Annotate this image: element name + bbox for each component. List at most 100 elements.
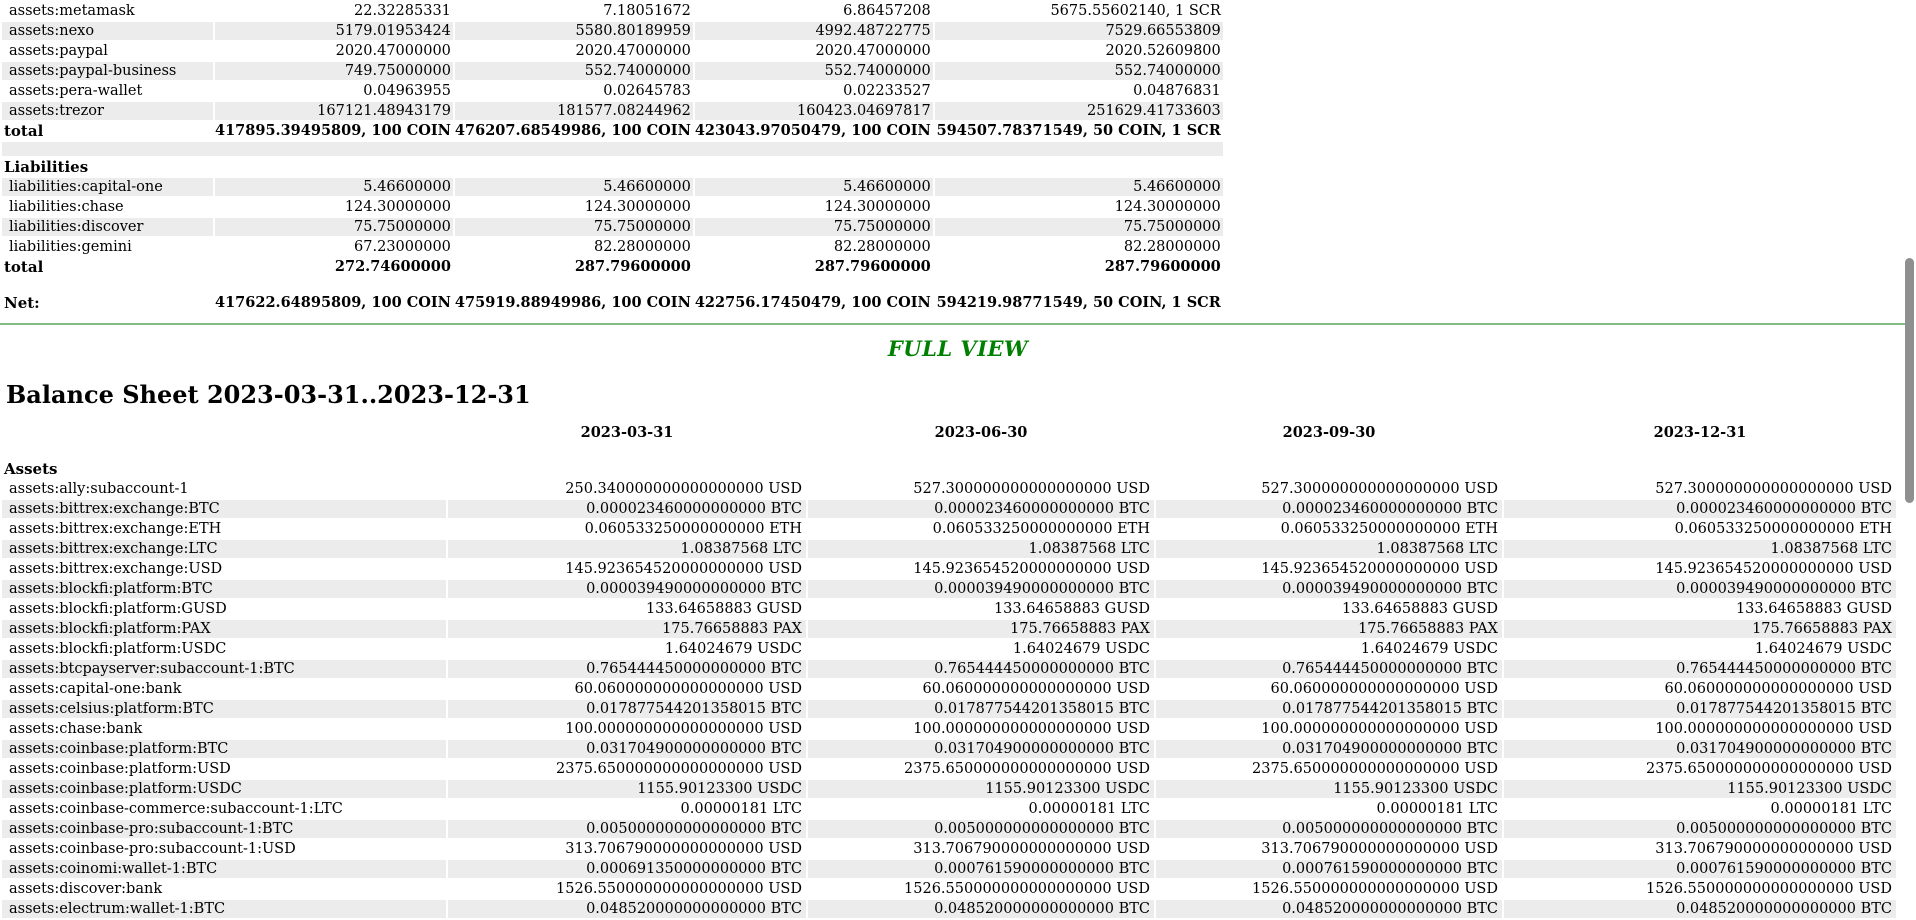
table-row: assets:btcpayserver:subaccount-1:BTC 0.76… (2, 660, 1896, 678)
amount-cell: 0.765444450000000000 BTC (808, 660, 1154, 678)
account-name-cell: assets:blockfi:platform:PAX (2, 620, 446, 638)
amount-cell: 0.000023460000000000 BTC (1156, 500, 1502, 518)
amount-cell: 1.64024679 USDC (1012, 641, 1150, 657)
account-name-cell: liabilities:gemini (9, 239, 132, 255)
amount-cell: 133.64658883 GUSD (1341, 601, 1498, 617)
amount-cell: 1.64024679 USDC (664, 641, 802, 657)
amount-cell: 82.28000000 (1123, 239, 1221, 255)
column-header-cell: 2023-12-31 (1653, 424, 1747, 441)
amount-cell: 527.300000000000000000 USD (1655, 481, 1892, 497)
amount-cell: 1526.550000000000000000 USD (556, 881, 802, 897)
section-divider (0, 323, 1905, 325)
table-row: Assets (2, 460, 1896, 478)
table-row: assets:bittrex:exchange:USD 145.923654520… (2, 560, 1896, 578)
table-row (2, 142, 1223, 156)
table-row: assets:pera-wallet 0.04963955 0.02645783 0.… (2, 82, 1223, 100)
amount-cell: 0.04963955 (363, 83, 451, 99)
amount-cell: 1.64024679 USDC (1754, 641, 1892, 657)
account-name-cell: assets:blockfi:platform:GUSD (9, 601, 227, 617)
total-label-cell: total (4, 258, 44, 276)
amount-cell: 0.000761590000000000 BTC (1504, 860, 1896, 878)
amount-cell: 1155.90123300 USDC (448, 780, 806, 798)
amount-cell: 0.000761590000000000 BTC (1156, 860, 1502, 878)
amount-cell: 133.64658883 GUSD (645, 601, 802, 617)
account-name-cell: assets:btcpayserver:subaccount-1:BTC (2, 660, 446, 678)
amount-cell: 0.060533250000000000 ETH (1280, 521, 1498, 537)
amount-cell: 5580.80189959 (454, 22, 693, 40)
amount-cell: 527.300000000000000000 USD (913, 481, 1150, 497)
amount-cell: 0.000039490000000000 BTC (448, 580, 806, 598)
table-row: liabilities:capital-one 5.46600000 5.46600… (2, 178, 1223, 196)
total-amount-cell: 594219.98771549, 50 COIN, 1 SCR (936, 294, 1221, 311)
amount-cell: 0.060533250000000000 ETH (932, 521, 1150, 537)
amount-cell: 75.75000000 (694, 218, 933, 236)
amount-cell: 7.18051672 (603, 3, 691, 19)
amount-cell: 145.923654520000000000 USD (565, 561, 802, 577)
amount-cell: 0.031704900000000000 BTC (1504, 740, 1896, 758)
account-name-cell: liabilities:discover (2, 218, 213, 236)
liabilities-section-label: Liabilities (4, 158, 89, 176)
table-row: assets:coinbase:platform:USD 2375.6500000… (2, 760, 1896, 778)
amount-cell: 1.08387568 LTC (808, 540, 1154, 558)
amount-cell: 145.923654520000000000 USD (913, 561, 1150, 577)
amount-cell: 5.46600000 (454, 178, 693, 196)
total-amount-cell: 272.74600000 (334, 258, 451, 275)
amount-cell: 2375.650000000000000000 USD (904, 761, 1150, 777)
account-name-cell: assets:coinbase:platform:USDC (2, 780, 446, 798)
table-row: assets:coinbase-pro:subaccount-1:BTC 0.00… (2, 820, 1896, 838)
account-name-cell: liabilities:chase (9, 199, 124, 215)
amount-cell: 0.048520000000000000 BTC (1156, 900, 1502, 918)
table-row: assets:coinomi:wallet-1:BTC 0.00069135000… (2, 860, 1896, 878)
amount-cell: 160423.04697817 (694, 102, 933, 120)
table-row: assets:capital-one:bank 60.06000000000000… (2, 680, 1896, 698)
column-header-cell: 2023-06-30 (934, 424, 1028, 441)
amount-cell: 1155.90123300 USDC (1156, 780, 1502, 798)
amount-cell: 22.32285331 (354, 3, 451, 19)
amount-cell: 2020.47000000 (335, 43, 451, 59)
amount-cell: 313.706790000000000000 USD (1261, 841, 1498, 857)
amount-cell: 181577.08244962 (454, 102, 693, 120)
amount-cell: 60.060000000000000000 USD (922, 681, 1150, 697)
spacer-row-cell (2, 278, 1223, 292)
amount-cell: 124.30000000 (824, 199, 931, 215)
amount-cell: 0.765444450000000000 BTC (1156, 660, 1502, 678)
amount-cell: 313.706790000000000000 USD (913, 841, 1150, 857)
scrollbar-track[interactable] (1904, 0, 1916, 919)
amount-cell: 552.74000000 (694, 62, 933, 80)
spacer-row-cell (2, 444, 1896, 458)
amount-cell: 0.000039490000000000 BTC (1156, 580, 1502, 598)
amount-cell: 100.000000000000000000 USD (1655, 721, 1892, 737)
amount-cell: 167121.48943179 (215, 102, 453, 120)
table-row: assets:metamask 22.32285331 7.18051672 6.86… (2, 2, 1223, 20)
amount-cell: 1526.550000000000000000 USD (1646, 881, 1892, 897)
amount-cell: 2020.47000000 (575, 43, 691, 59)
table-row: total 417895.39495809, 100 COIN 476207.685… (2, 122, 1223, 140)
balance-sheet-table: 2023-03-31 2023-06-30 2023-09-30 2023-12-31… (0, 422, 1898, 920)
scrollbar-thumb[interactable] (1905, 258, 1914, 503)
amount-cell: 0.000039490000000000 BTC (1504, 580, 1896, 598)
amount-cell: 1526.550000000000000000 USD (1252, 881, 1498, 897)
table-row: Liabilities (2, 158, 1223, 176)
amount-cell: 1526.550000000000000000 USD (904, 881, 1150, 897)
amount-cell: 0.000761590000000000 BTC (808, 860, 1154, 878)
amount-cell: 552.74000000 (934, 62, 1223, 80)
account-name-cell: assets:bittrex:exchange:LTC (2, 540, 446, 558)
table-row: assets:blockfi:platform:USDC 1.64024679 U… (2, 640, 1896, 658)
amount-cell: 0.00000181 LTC (1376, 801, 1498, 817)
table-row: liabilities:discover 75.75000000 75.750000… (2, 218, 1223, 236)
account-name-cell: liabilities:capital-one (2, 178, 213, 196)
account-name-cell: assets:pera-wallet (9, 83, 143, 99)
amount-cell: 0.005000000000000000 BTC (808, 820, 1154, 838)
amount-cell: 6.86457208 (843, 3, 931, 19)
amount-cell: 5675.55602140, 1 SCR (1050, 3, 1221, 19)
amount-cell: 749.75000000 (215, 62, 453, 80)
amount-cell: 0.017877544201358015 BTC (808, 700, 1154, 718)
account-name-cell: assets:discover:bank (9, 881, 163, 897)
amount-cell: 552.74000000 (454, 62, 693, 80)
account-name-cell: assets:coinbase-pro:subaccount-1:BTC (2, 820, 446, 838)
table-row: total 272.74600000 287.79600000 287.7960000… (2, 258, 1223, 276)
amount-cell: 82.28000000 (593, 239, 691, 255)
amount-cell: 0.048520000000000000 BTC (808, 900, 1154, 918)
amount-cell: 124.30000000 (584, 199, 691, 215)
